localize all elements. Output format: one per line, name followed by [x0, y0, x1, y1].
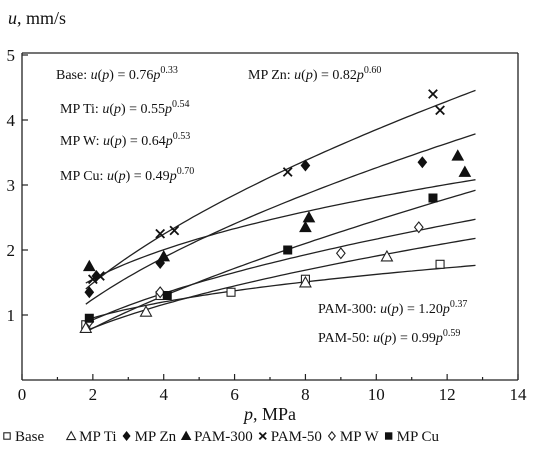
x-tick-label: 2: [89, 385, 98, 404]
legend-item-pam-300: PAM-300: [180, 429, 253, 445]
point-mp-w: [413, 221, 424, 234]
point-base: [435, 259, 445, 269]
equation-mp-zn: MP Zn: u(p) = 0.82p0.60: [248, 65, 381, 83]
data-points: [79, 89, 472, 333]
point-pam-50: [282, 167, 293, 177]
point-pam-300: [82, 259, 96, 272]
legend-item-base: Base: [3, 429, 45, 445]
legend-marker-mp-ti: [65, 430, 77, 441]
legend-marker-mp-zn: [122, 430, 131, 442]
point-mp-ti: [298, 275, 312, 288]
x-tick-label: 12: [439, 385, 456, 404]
x-tick-label: 8: [301, 385, 310, 404]
equation-pam-300: PAM-300: u(p) = 1.20p0.37: [318, 299, 467, 317]
point-mp-ti: [380, 249, 394, 262]
point-pam-300: [458, 165, 472, 177]
legend-item-mp-w: MP W: [327, 429, 380, 445]
x-tick-label: 10: [368, 385, 385, 404]
y-tick-label: 1: [7, 306, 16, 325]
fit-curve-pam-300: [85, 179, 476, 284]
legend: Base MP Ti MP Zn PAM-300 PAM-50 MP W MP Cu: [3, 429, 440, 445]
legend-marker-mp-w: [327, 430, 336, 442]
legend-marker-mp-cu: [384, 432, 393, 440]
y-tick-label: 3: [7, 176, 16, 195]
point-pam-50: [169, 225, 180, 236]
point-pam-50: [435, 105, 445, 116]
y-tick-label: 5: [7, 46, 16, 65]
y-tick-label: 4: [7, 111, 16, 130]
point-mp-cu: [84, 313, 94, 323]
fit-curve-pam-50: [85, 89, 476, 290]
legend-label-pam-300: PAM-300: [194, 429, 253, 445]
point-mp-w: [155, 286, 166, 299]
point-pam-50: [95, 271, 105, 281]
point-base: [226, 287, 236, 297]
point-mp-cu: [283, 245, 293, 255]
x-tick-label: 4: [159, 385, 168, 404]
legend-item-mp-ti: MP Ti: [65, 429, 117, 445]
legend-label-mp-w: MP W: [340, 429, 380, 445]
equation-mp-w: MP W: u(p) = 0.64p0.53: [60, 131, 190, 149]
point-mp-cu: [428, 193, 438, 203]
y-axis-label: u, mm/s: [8, 8, 66, 28]
equation-pam-50: PAM-50: u(p) = 0.99p0.59: [318, 328, 460, 346]
point-pam-300: [451, 149, 465, 161]
fit-curve-mp-cu: [85, 189, 476, 333]
equation-mp-cu: MP Cu: u(p) = 0.49p0.70: [60, 166, 194, 184]
legend-marker-pam-50: [258, 431, 267, 441]
fit-curve-mp-zn: [85, 133, 476, 305]
legend-label-mp-ti: MP Ti: [79, 429, 116, 445]
fit-curve-base: [85, 264, 476, 321]
legend-item-pam-50: PAM-50: [258, 429, 322, 445]
fit-curve-mp-w: [85, 218, 476, 324]
legend-label-base: Base: [15, 429, 45, 445]
legend-marker-pam-300: [180, 430, 192, 441]
x-tick-label: 6: [230, 385, 239, 404]
equation-mp-ti: MP Ti: u(p) = 0.55p0.54: [60, 99, 190, 117]
point-mp-ti: [79, 321, 93, 333]
point-mp-zn: [417, 156, 428, 169]
legend-label-mp-cu: MP Cu: [397, 429, 440, 445]
legend-item-mp-cu: MP Cu: [384, 429, 440, 445]
fit-curves: [85, 89, 476, 333]
legend-marker-base: [3, 432, 11, 440]
point-mp-zn: [300, 159, 311, 172]
point-mp-w: [335, 247, 346, 260]
point-pam-50: [155, 228, 166, 239]
point-pam-300: [157, 249, 171, 262]
x-tick-label: 0: [18, 385, 27, 404]
point-mp-ti: [139, 305, 153, 317]
legend-item-mp-zn: MP Zn: [122, 429, 177, 445]
fit-equations: Base: u(p) = 0.76p0.33 MP Zn: u(p) = 0.82…: [56, 65, 467, 346]
point-mp-zn: [84, 286, 95, 299]
equation-base: Base: u(p) = 0.76p0.33: [56, 65, 178, 83]
y-tick-label: 2: [7, 241, 16, 260]
legend-label-mp-zn: MP Zn: [135, 429, 177, 445]
point-pam-50: [87, 274, 98, 285]
x-tick-label: 14: [510, 385, 528, 404]
fit-curve-mp-ti: [85, 237, 476, 332]
point-pam-300: [299, 220, 312, 233]
point-pam-50: [428, 89, 438, 99]
point-pam-300: [302, 210, 316, 223]
point-mp-cu: [162, 291, 172, 300]
legend-label-pam-50: PAM-50: [271, 429, 322, 445]
x-axis-label: p, MPa: [242, 404, 296, 424]
